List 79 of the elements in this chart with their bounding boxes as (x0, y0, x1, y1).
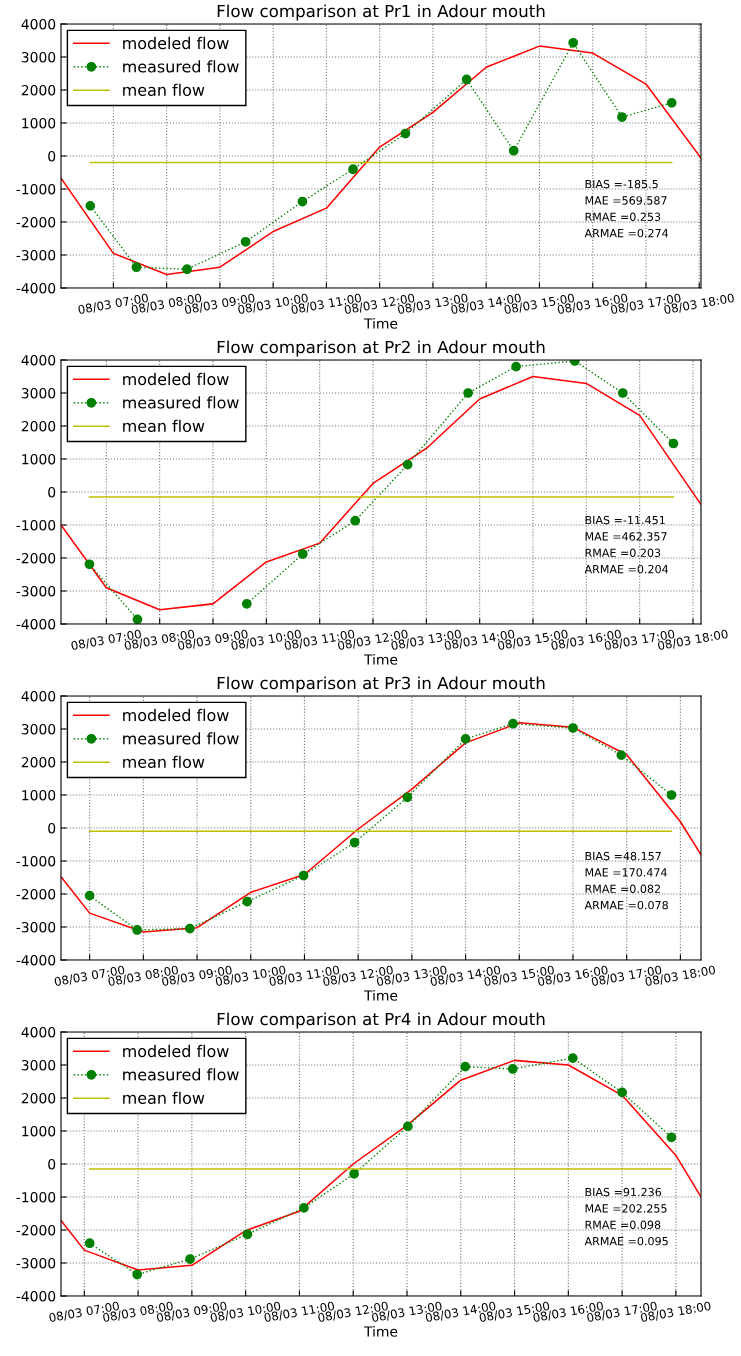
chart-title: Flow comparison at Pr4 in Adour mouth (217, 1012, 545, 1029)
legend-label: modeled flow (123, 372, 229, 386)
legend-label: measured flow (123, 396, 239, 409)
y-tick-label: 2000 (21, 84, 56, 96)
point (668, 438, 679, 449)
chart-title: Flow comparison at Pr2 in Adour mouth (217, 340, 545, 357)
annotation: MAE =170.474 (585, 868, 667, 877)
y-tick-label: 4000 (21, 690, 56, 702)
annotation: BIAS =-11.451 (585, 515, 665, 525)
y-tick-label: 3000 (21, 723, 56, 735)
y-tick-label: -4000 (16, 282, 56, 294)
y-tick-label: 3000 (21, 1059, 56, 1071)
chart-title: Flow comparison at Pr3 in Adour mouth (217, 676, 545, 693)
point (402, 459, 413, 470)
annotation: ARMAE =0.274 (584, 228, 669, 238)
annotation: RMAE =0.253 (585, 212, 661, 221)
y-tick-label: -1000 (16, 519, 56, 531)
y-tick-label: -2000 (16, 888, 56, 900)
y-tick-label: -4000 (16, 618, 56, 630)
y-tick-label: -4000 (16, 1290, 56, 1302)
y-tick-label: -4000 (16, 954, 56, 966)
y-tick-label: 2000 (21, 420, 56, 432)
legend-label: mean flow (123, 83, 205, 97)
legend-label: modeled flow (123, 708, 229, 722)
y-tick-label: 3000 (21, 51, 56, 63)
x-axis-title: Time (363, 1325, 398, 1337)
y-tick-label: 3000 (21, 387, 56, 399)
y-tick-label: -3000 (16, 585, 56, 597)
point (617, 388, 628, 398)
x-axis-title: Time (363, 989, 398, 1001)
annotation: MAE =569.587 (585, 196, 667, 205)
annotation: RMAE =0.098 (585, 1220, 661, 1229)
y-tick-label: 1000 (22, 117, 56, 129)
y-tick-label: -3000 (16, 921, 56, 933)
legend-label: measured flow (123, 1068, 239, 1081)
legend-label: modeled flow (123, 36, 229, 50)
annotation: RMAE =0.203 (585, 548, 661, 557)
legend-label: mean flow (123, 419, 205, 433)
point (350, 515, 361, 526)
y-tick-label: 1000 (22, 1125, 56, 1137)
point (84, 559, 95, 570)
annotation: BIAS =91.236 (585, 1187, 662, 1197)
y-tick-label: 0 (48, 150, 56, 162)
annotation: ARMAE =0.204 (584, 564, 669, 574)
y-tick-label: 2000 (21, 1092, 56, 1104)
x-axis-title: Time (363, 317, 398, 329)
y-tick-label: -1000 (16, 855, 56, 867)
annotation: RMAE =0.082 (585, 884, 660, 893)
y-tick-label: -3000 (16, 249, 56, 261)
annotation: MAE =462.357 (585, 532, 667, 541)
annotation: BIAS =-185.5 (585, 179, 658, 189)
y-tick-label: -1000 (16, 1191, 56, 1203)
annotation: BIAS =48.157 (585, 851, 661, 861)
legend-label: modeled flow (123, 1044, 229, 1058)
y-tick-label: 0 (48, 822, 56, 834)
x-axis-title: Time (363, 653, 398, 665)
legend-label: measured flow (123, 60, 239, 73)
y-tick-label: -3000 (16, 1257, 56, 1269)
annotation: ARMAE =0.095 (584, 1236, 668, 1246)
y-tick-label: -2000 (16, 1224, 56, 1236)
y-tick-label: -2000 (16, 552, 56, 564)
y-tick-label: 1000 (22, 453, 56, 465)
y-tick-label: 4000 (21, 354, 56, 366)
annotation: ARMAE =0.078 (584, 900, 668, 910)
legend-label: measured flow (123, 732, 239, 745)
y-tick-label: 4000 (21, 1026, 56, 1038)
point (511, 361, 521, 372)
y-tick-label: 0 (48, 486, 56, 498)
annotation: MAE =202.255 (585, 1204, 667, 1213)
y-tick-label: 0 (48, 1158, 56, 1170)
y-tick-label: 1000 (22, 789, 56, 801)
y-tick-label: -1000 (16, 183, 56, 195)
y-tick-label: 4000 (21, 18, 56, 30)
y-tick-label: 2000 (21, 756, 56, 768)
point (297, 549, 308, 559)
legend-label: mean flow (123, 755, 205, 769)
chart-title: Flow comparison at Pr1 in Adour mouth (217, 4, 545, 21)
legend-label: mean flow (123, 1091, 205, 1105)
y-tick-label: -2000 (16, 216, 56, 228)
